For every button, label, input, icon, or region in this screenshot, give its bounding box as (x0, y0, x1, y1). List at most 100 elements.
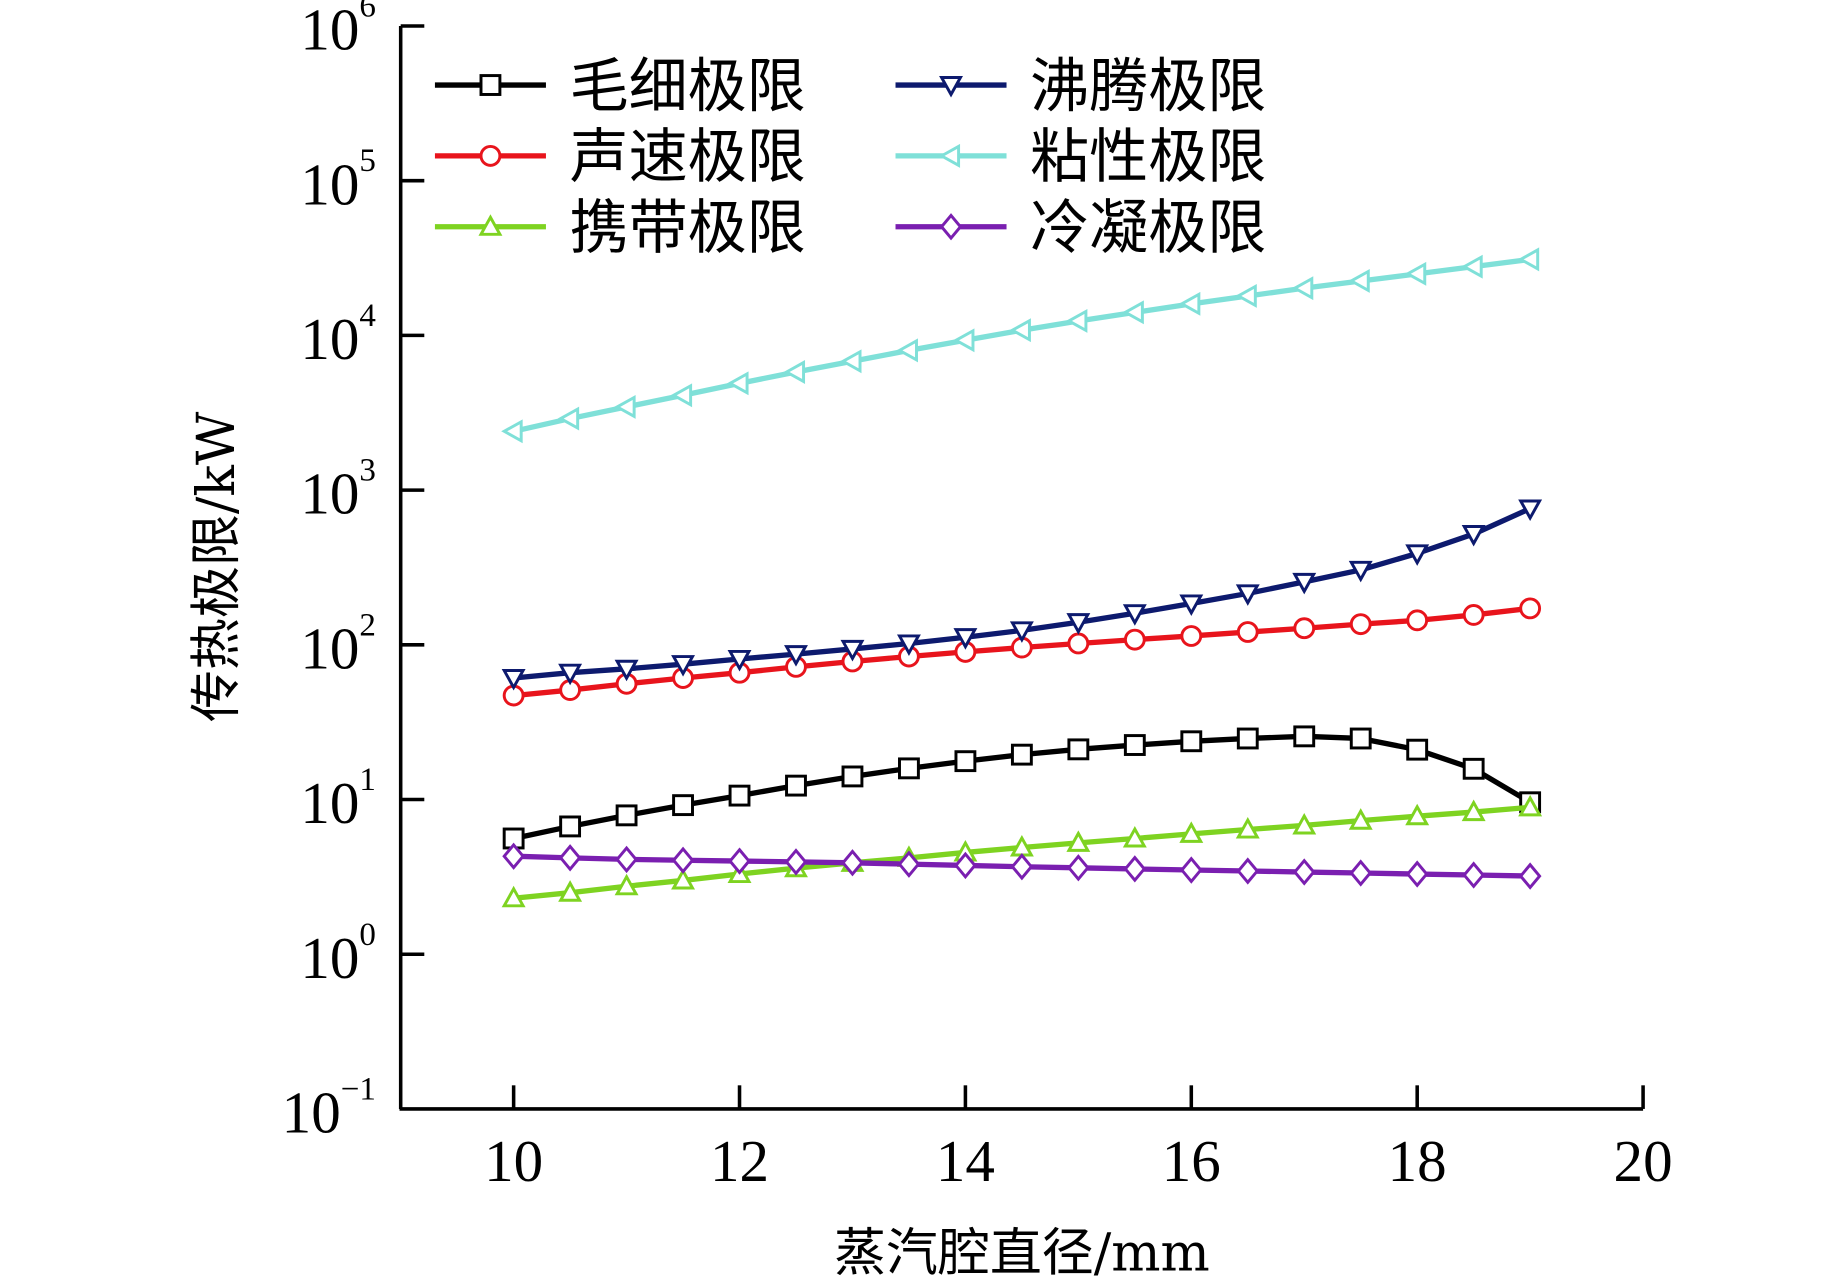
series-6 (502, 842, 1542, 890)
data-point-circle (1293, 617, 1316, 640)
data-point-triangle-left (1461, 254, 1483, 279)
data-point-circle (479, 144, 502, 167)
data-point-triangle-down (1348, 560, 1373, 583)
data-point-triangle-up (1461, 799, 1486, 822)
data-point-triangle-up (1235, 817, 1260, 839)
x-tick-label: 18 (1388, 1128, 1447, 1194)
data-point-triangle-left (727, 371, 749, 396)
data-point-triangle-down (1122, 604, 1147, 626)
data-point-triangle-left (1122, 300, 1144, 325)
data-point-triangle-up (478, 214, 503, 236)
x-axis-title: 蒸汽腔直径/mm (834, 1224, 1210, 1279)
y-tick-label: 105 (300, 143, 376, 217)
y-axis-title: 传热极限/kW (187, 411, 247, 722)
data-point-square (615, 804, 638, 827)
data-point-diamond (1066, 854, 1090, 882)
legend-label: 沸腾极限 (1030, 51, 1266, 120)
data-point-diamond (841, 849, 864, 877)
data-point-square (1236, 727, 1259, 750)
data-point-diamond (671, 846, 695, 874)
data-point-triangle-down (1405, 544, 1430, 566)
data-point-square (1406, 738, 1429, 761)
legend-item: 粘性极限 (895, 122, 1266, 191)
data-point-triangle-down (1518, 499, 1543, 522)
data-point-triangle-left (1404, 261, 1427, 286)
data-point-triangle-down (558, 663, 583, 686)
data-point-diamond (954, 851, 977, 880)
data-point-triangle-down (784, 645, 808, 667)
legend-label: 携带极限 (570, 193, 806, 262)
data-point-diamond (502, 842, 526, 870)
legend-item: 声速极限 (434, 122, 806, 191)
data-point-square (841, 765, 864, 788)
data-point-triangle-up (1122, 825, 1147, 848)
data-point-triangle-left (1517, 247, 1540, 272)
data-point-square (1349, 727, 1372, 750)
data-point-triangle-down (1066, 613, 1091, 635)
data-point-square (785, 774, 807, 797)
data-point-diamond (1405, 860, 1429, 888)
data-point-diamond (939, 213, 963, 241)
data-point-triangle-up (1348, 808, 1373, 830)
legend-item: 沸腾极限 (895, 51, 1266, 120)
data-point-square (672, 794, 694, 817)
data-point-triangle-up (558, 880, 583, 902)
data-point-triangle-down (671, 655, 696, 677)
data-point-triangle-up (1179, 821, 1204, 843)
data-point-circle (1349, 613, 1372, 636)
data-point-square (954, 750, 977, 773)
data-point-triangle-up (1292, 812, 1317, 835)
data-point-triangle-left (1291, 276, 1314, 301)
y-tick-label: 102 (300, 607, 376, 681)
data-point-triangle-left (1065, 308, 1088, 333)
data-point-triangle-down (501, 668, 526, 691)
data-point-diamond (1462, 861, 1486, 889)
data-point-square (1067, 738, 1090, 761)
data-point-diamond (1349, 859, 1373, 887)
data-point-diamond (1010, 853, 1034, 881)
series-5 (501, 247, 1540, 444)
y-tick-label: 10−1 (282, 1071, 376, 1145)
y-tick-label: 104 (300, 298, 376, 372)
x-tick-label: 10 (484, 1128, 543, 1194)
data-point-triangle-left (783, 360, 806, 384)
data-point-triangle-down (1179, 594, 1204, 616)
data-point-circle (1519, 597, 1542, 620)
data-point-triangle-left (557, 406, 580, 431)
data-point-diamond (1518, 862, 1542, 890)
data-point-square (479, 74, 502, 96)
data-point-triangle-down (1009, 621, 1034, 643)
legend-label: 声速极限 (570, 122, 806, 191)
data-point-triangle-up (614, 873, 639, 896)
data-point-triangle-down (727, 649, 752, 672)
series-group (501, 247, 1543, 908)
data-point-triangle-up (501, 885, 526, 908)
data-point-triangle-left (839, 349, 862, 374)
series-3 (501, 794, 1543, 908)
series-4 (501, 499, 1543, 691)
data-point-circle (1067, 632, 1090, 655)
x-tick-label: 12 (710, 1128, 769, 1194)
series-line (513, 256, 1531, 434)
data-point-diamond (1179, 856, 1203, 884)
data-point-diamond (1292, 858, 1316, 886)
data-point-triangle-down (614, 659, 639, 682)
data-point-triangle-up (1066, 830, 1091, 852)
x-tick-label: 14 (936, 1128, 995, 1194)
data-point-triangle-left (896, 338, 918, 363)
data-point-square (559, 815, 582, 838)
data-point-circle (1462, 604, 1485, 626)
data-point-square (1180, 730, 1203, 753)
data-point-square (898, 757, 920, 780)
data-point-triangle-up (1405, 803, 1430, 826)
data-point-triangle-left (501, 419, 523, 444)
x-ticks: 10 12 14 16 18 20 (484, 1085, 1673, 1194)
data-point-triangle-down (953, 628, 978, 650)
legend-item: 毛细极限 (434, 51, 806, 120)
data-point-triangle-up (671, 867, 696, 890)
data-point-triangle-down (939, 75, 963, 98)
data-point-square (1293, 725, 1316, 748)
y-tick-label: 100 (300, 917, 376, 991)
